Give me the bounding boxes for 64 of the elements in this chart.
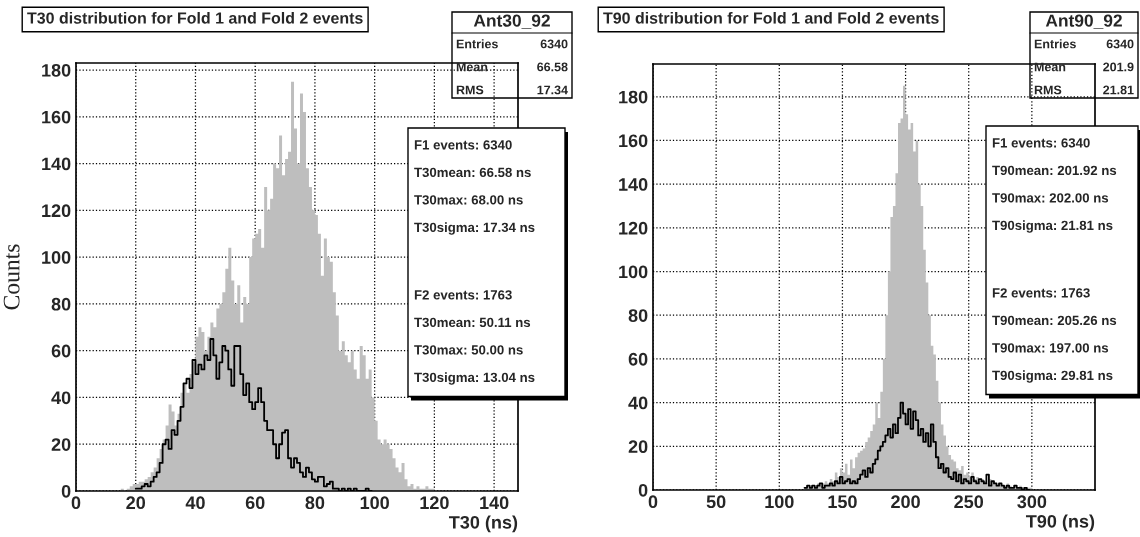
- y-tick-label: 0: [638, 483, 648, 497]
- x-tick-label: 140: [480, 496, 509, 510]
- annotation: T30mean: 66.58 ns: [414, 167, 531, 178]
- x-axis-title: T30 (ns): [448, 515, 518, 533]
- x-tick-label: 20: [126, 496, 146, 510]
- y-tick-label: 180: [42, 63, 71, 77]
- x-tick-label: 150: [828, 495, 857, 509]
- x-axis-title: T90 (ns): [1025, 514, 1095, 532]
- x-tick-label: 80: [305, 496, 325, 510]
- y-tick-label: 80: [51, 297, 71, 311]
- y-tick-label: 100: [42, 251, 71, 264]
- x-tick-label: 40: [185, 496, 205, 510]
- y-tick-label: 0: [61, 484, 71, 498]
- x-tick-label: 200: [891, 495, 920, 509]
- x-tick-label: 60: [245, 496, 265, 510]
- y-tick-label: 40: [628, 396, 648, 410]
- y-tick-label: 160: [619, 134, 648, 148]
- annotation: T30max: 68.00 ns: [414, 195, 523, 205]
- text: RMS 21.81: [1034, 85, 1134, 95]
- y-tick-label: 140: [42, 157, 71, 171]
- y-tick-label: 180: [619, 90, 648, 104]
- annotation: T90sigma: 21.81 ns: [992, 220, 1113, 233]
- annotation: F2 events: 1763: [414, 290, 512, 300]
- y-tick-label: 160: [42, 110, 71, 124]
- annotation: F1 events: 6340: [992, 138, 1090, 148]
- chart-title: T90 distribution for Fold 1 and Fold 2 events: [603, 12, 939, 24]
- x-tick-label: 250: [954, 495, 984, 509]
- x-tick-label: 100: [360, 496, 389, 510]
- y-tick-label: 100: [619, 265, 648, 279]
- y-tick-label: 60: [51, 344, 71, 358]
- y-tick-label: 20: [628, 440, 648, 454]
- x-tick-label: 0: [71, 496, 81, 510]
- x-tick-label: 50: [706, 495, 726, 509]
- annotation: T30sigma: 17.34 ns: [414, 222, 535, 235]
- y-tick-label: 20: [51, 438, 71, 451]
- annotation: T90sigma: 29.81 ns: [992, 370, 1113, 383]
- y-tick-label: 60: [628, 352, 648, 366]
- y-axis-title: Counts: [3, 244, 20, 310]
- text: RMS 17.34: [456, 85, 568, 95]
- text: Entries 6340: [456, 39, 568, 49]
- annotation: T30sigma: 13.04 ns: [414, 372, 535, 385]
- x-tick-label: 120: [420, 496, 449, 510]
- y-tick-label: 120: [42, 204, 71, 218]
- x-tick-label: 0: [648, 495, 658, 509]
- text: Mean 201.9: [1034, 62, 1134, 72]
- chart-title: T30 distribution for Fold 1 and Fold 2 events: [27, 12, 363, 24]
- text: Ant30_92: [473, 14, 550, 29]
- y-tick-label: 120: [619, 221, 648, 235]
- annotation: T30max: 50.00 ns: [414, 345, 523, 355]
- annotation: T90mean: 205.26 ns: [992, 315, 1117, 326]
- y-tick-label: 40: [51, 391, 71, 405]
- annotation: T90max: 202.00 ns: [992, 193, 1109, 203]
- x-tick-label: 300: [1017, 495, 1047, 509]
- text: Entries 6340: [1034, 39, 1134, 49]
- annotation: F2 events: 1763: [992, 288, 1090, 298]
- text: Ant90_92: [1045, 14, 1122, 29]
- annotation: F1 events: 6340: [414, 140, 512, 150]
- text: Mean 66.58: [456, 62, 568, 72]
- annotation: T90mean: 201.92 ns: [992, 165, 1117, 176]
- annotation: T30mean: 50.11 ns: [414, 317, 531, 328]
- y-tick-label: 80: [628, 309, 648, 322]
- annotation: T90max: 197.00 ns: [992, 343, 1109, 353]
- y-tick-label: 140: [619, 178, 648, 191]
- x-tick-label: 100: [765, 495, 794, 509]
